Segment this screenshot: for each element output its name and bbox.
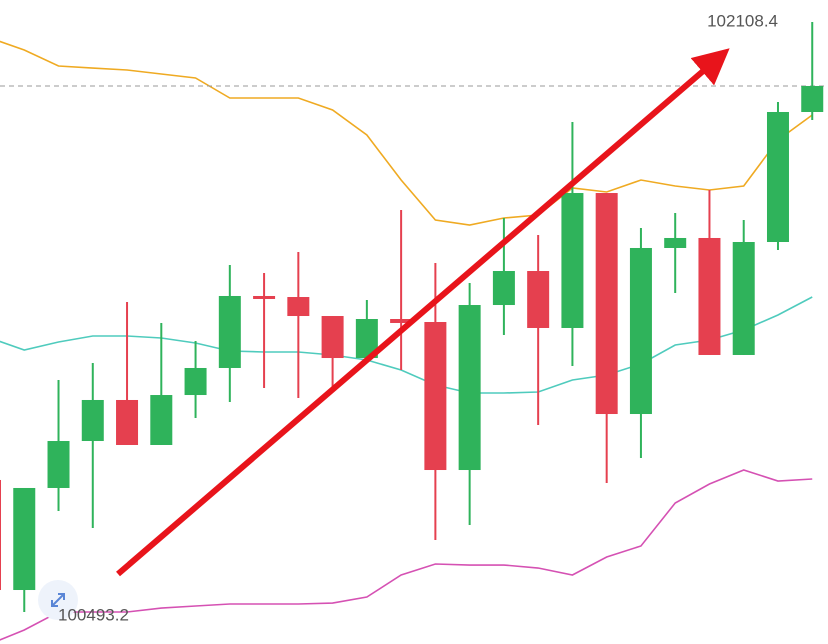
candle-body: [253, 295, 276, 299]
candle-body: [492, 271, 515, 306]
high-price-label: 102108.4: [707, 11, 778, 30]
candle-body: [390, 319, 413, 323]
candle-body: [81, 399, 104, 442]
candle-body: [218, 295, 241, 368]
band-line: [0, 469, 813, 641]
candle-body: [287, 297, 310, 317]
candle-body: [321, 316, 344, 359]
candle-body: [13, 487, 36, 591]
candle-body: [150, 395, 173, 445]
trend-arrow: [116, 48, 730, 577]
candle-body: [629, 247, 652, 415]
band-line: [0, 40, 813, 226]
candle-body: [561, 193, 584, 328]
candle-body: [595, 193, 618, 415]
band-line: [0, 296, 813, 394]
candle-body: [698, 237, 721, 355]
candle-body: [732, 242, 755, 355]
candle-body: [355, 319, 378, 359]
candle-body: [801, 85, 824, 112]
candle-body: [458, 305, 481, 471]
expand-icon: [38, 580, 78, 620]
candle-body: [424, 322, 447, 471]
candle-body: [664, 237, 687, 248]
candle-body: [47, 441, 70, 488]
candle-body: [184, 367, 207, 396]
low-price-label: 100493.2: [58, 605, 129, 624]
candles: [0, 21, 824, 613]
candle-body: [527, 271, 550, 328]
candle-body: [116, 399, 139, 445]
candle-body: [0, 479, 1, 591]
candle-body: [766, 111, 789, 243]
